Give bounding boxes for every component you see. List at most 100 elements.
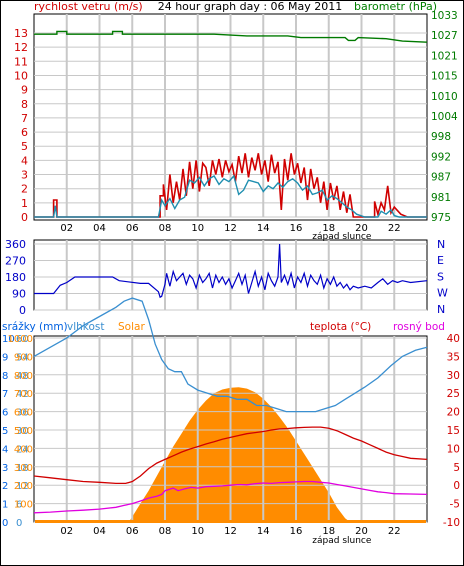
x-tick-label: 18 (322, 526, 335, 537)
y-tick-label-rain: 2 (2, 481, 8, 492)
series-temperature (33, 426, 428, 485)
y-tick-label-compass: N (437, 303, 445, 316)
y-tick-label-humidity: 0 (16, 518, 22, 529)
legend-humidity: vlhkost (67, 321, 105, 333)
y-tick-label-wind: 0 (21, 211, 28, 224)
x-tick-label: 08 (159, 223, 172, 234)
y-tick-label-barometer: 981 (431, 192, 451, 204)
y-tick-label-barometer: 1015 (431, 71, 458, 83)
y-tick-label-wind: 12 (14, 41, 28, 54)
y-tick-label-humidity: 18 (16, 463, 29, 474)
y-tick-label-rain: 5 (2, 426, 8, 437)
y-tick-label-wind: 10 (14, 69, 28, 82)
y-tick-label-temperature: -10 (443, 517, 460, 529)
series-wind-average (34, 174, 427, 218)
x-tick-label: 22 (388, 526, 401, 537)
y-tick-label-barometer: 998 (431, 131, 451, 143)
y-tick-label-rain: 9 (2, 352, 8, 363)
y-tick-label-wind: 7 (21, 112, 28, 125)
y-tick-label-solar: 300 (14, 463, 33, 474)
y-tick-label-temperature: 5 (453, 462, 460, 474)
y-tick-label-solar: 200 (14, 481, 33, 492)
x-annotation-sunset: západ slunce (312, 232, 372, 242)
x-tick-label: 04 (93, 526, 106, 537)
y-tick-label-temperature: 15 (447, 425, 460, 437)
series-wind-direction (34, 243, 428, 299)
y-tick-label-direction: 0 (19, 304, 26, 317)
x-tick-label: 06 (126, 526, 139, 537)
y-tick-label-compass: N (437, 238, 445, 251)
y-tick-label-wind: 13 (14, 27, 28, 40)
y-tick-label-solar: 500 (14, 426, 33, 437)
y-tick-label-barometer: 987 (431, 172, 451, 184)
y-tick-label-humidity: 6 (16, 500, 22, 511)
y-tick-label-wind: 2 (21, 183, 28, 196)
y-tick-label-temperature: 25 (447, 388, 460, 400)
y-tick-label-humidity: 36 (16, 408, 29, 419)
y-tick-label-humidity: 30 (16, 426, 29, 437)
y-tick-label-temperature: 35 (447, 351, 460, 363)
series-rain-baseline (35, 520, 426, 523)
y-tick-label-direction: 180 (5, 271, 26, 284)
y-tick-label-barometer: 1027 (431, 30, 458, 42)
y-tick-label-wind: 9 (21, 84, 28, 97)
y-tick-label-wind: 6 (21, 126, 28, 139)
x-annotation-sunset: západ slunce (312, 536, 372, 546)
y-tick-label-wind: 4 (21, 154, 28, 167)
y-tick-label-temperature: 30 (447, 370, 460, 382)
y-tick-label-solar: 900 (14, 352, 33, 363)
y-tick-label-humidity: 12 (16, 481, 29, 492)
y-tick-label-rain: 7 (2, 389, 8, 400)
y-tick-label-rain: 10 (2, 334, 15, 345)
x-tick-label: 12 (224, 223, 237, 234)
y-tick-label-rain: 6 (2, 408, 8, 419)
x-tick-label: 02 (60, 223, 73, 234)
x-tick-label: 14 (257, 526, 270, 537)
y-tick-label-barometer: 1021 (431, 50, 458, 62)
y-tick-label-humidity: 48 (16, 371, 29, 382)
y-tick-label-solar: 1000 (8, 334, 33, 345)
y-tick-label-compass: S (437, 270, 444, 283)
y-tick-label-humidity: 42 (16, 389, 29, 400)
x-tick-label: 16 (290, 223, 303, 234)
x-tick-label: 14 (257, 223, 270, 234)
x-tick-label: 08 (159, 526, 172, 537)
x-tick-label: 12 (224, 526, 237, 537)
right-axis-label-barometer: barometr (hPa) (354, 0, 437, 13)
y-tick-label-wind: 5 (21, 140, 28, 153)
x-tick-label: 20 (355, 526, 368, 537)
y-tick-label-rain: 1 (2, 500, 8, 511)
x-tick-label: 02 (60, 526, 73, 537)
y-tick-label-direction: 270 (5, 255, 26, 268)
x-tick-label: 16 (290, 526, 303, 537)
y-tick-label-compass: E (437, 254, 444, 267)
y-tick-label-wind: 1 (21, 197, 28, 210)
y-tick-label-humidity: 60 (16, 334, 29, 345)
y-tick-label-solar: 400 (14, 444, 33, 455)
y-tick-label-humidity: 24 (16, 444, 29, 455)
x-tick-label: 22 (388, 223, 401, 234)
y-tick-label-direction: 90 (12, 288, 26, 301)
legend-temperature: teplota (°C) (310, 321, 371, 333)
y-tick-label-temperature: -5 (450, 499, 460, 511)
y-tick-label-barometer: 1004 (431, 111, 458, 123)
x-tick-label: 10 (191, 223, 204, 234)
y-tick-label-barometer: 1033 (431, 10, 458, 22)
y-tick-label-direction: 360 (5, 238, 26, 251)
y-tick-label-humidity: 54 (16, 352, 29, 363)
panel-wind-pressure: 0123456789101112139759819879929981004101… (14, 10, 458, 242)
x-tick-label: 20 (355, 223, 368, 234)
y-tick-label-rain: 3 (2, 463, 8, 474)
y-tick-label-barometer: 975 (431, 212, 451, 224)
left-axis-label-wind: rychlost vetru (m/s) (34, 0, 143, 13)
series-humidity (33, 297, 428, 413)
y-tick-label-solar: 800 (14, 371, 33, 382)
legend-dewpoint: rosný bod (393, 321, 445, 333)
series-wind-gust (34, 153, 427, 218)
panel-precip-humidity-solar-temp: 0123456789100612182430364248546010020030… (2, 297, 460, 546)
chart-title: 24 hour graph day : 06 May 2011 (158, 0, 343, 13)
y-tick-label-barometer: 992 (431, 151, 451, 163)
y-tick-label-solar: 600 (14, 408, 33, 419)
x-tick-label: 10 (191, 526, 204, 537)
